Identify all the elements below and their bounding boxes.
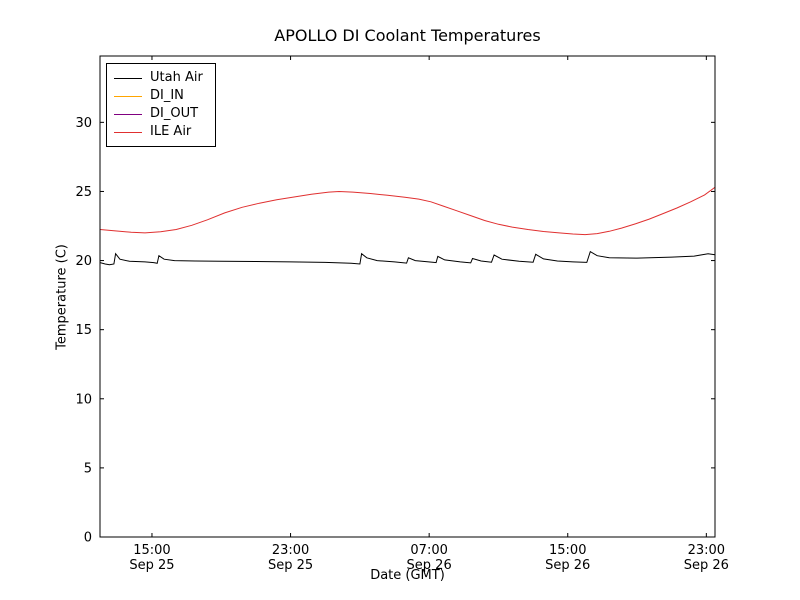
y-tick-label: 20 <box>75 254 92 269</box>
di-in-line-sample <box>114 95 142 97</box>
legend-item-di-in: DI_IN <box>114 87 203 105</box>
legend: Utah Air DI_IN DI_OUT ILE Air <box>106 63 216 147</box>
legend-label-di-out: DI_OUT <box>150 106 199 121</box>
y-tick-label: 0 <box>84 531 92 546</box>
ile-air-line-sample <box>114 131 142 133</box>
x-tick-label-time: 07:00 <box>410 543 447 558</box>
x-tick-label-time: 15:00 <box>133 543 170 558</box>
legend-label-di-in: DI_IN <box>150 88 184 103</box>
chart-title: APOLLO DI Coolant Temperatures <box>274 26 541 45</box>
y-tick-label: 30 <box>75 116 92 131</box>
series-line-utah-air <box>100 250 715 266</box>
di-out-line-sample <box>114 113 142 115</box>
y-tick-label: 15 <box>75 323 92 338</box>
x-tick-label-time: 23:00 <box>688 543 725 558</box>
x-tick-label-date: Sep 26 <box>545 558 590 573</box>
legend-item-ile-air: ILE Air <box>114 123 203 141</box>
x-tick-label-date: Sep 25 <box>268 558 313 573</box>
legend-item-di-out: DI_OUT <box>114 105 203 123</box>
x-tick-label-time: 15:00 <box>549 543 586 558</box>
utah-air-line-sample <box>114 77 142 79</box>
data-lines <box>100 186 715 266</box>
y-tick-label: 10 <box>75 392 92 407</box>
x-axis-label: Date (GMT) <box>370 568 445 583</box>
y-tick-label: 5 <box>84 461 92 476</box>
y-tick-label: 25 <box>75 185 92 200</box>
legend-label-utah-air: Utah Air <box>150 70 203 85</box>
x-tick-label-date: Sep 25 <box>129 558 174 573</box>
x-tick-label-date: Sep 26 <box>684 558 729 573</box>
x-tick-label-time: 23:00 <box>272 543 309 558</box>
legend-label-ile-air: ILE Air <box>150 124 192 139</box>
series-line-ile-air <box>100 186 715 236</box>
legend-item-utah-air: Utah Air <box>114 69 203 87</box>
axes-frame <box>99 55 716 538</box>
x-tick-label-date: Sep 26 <box>407 558 452 573</box>
